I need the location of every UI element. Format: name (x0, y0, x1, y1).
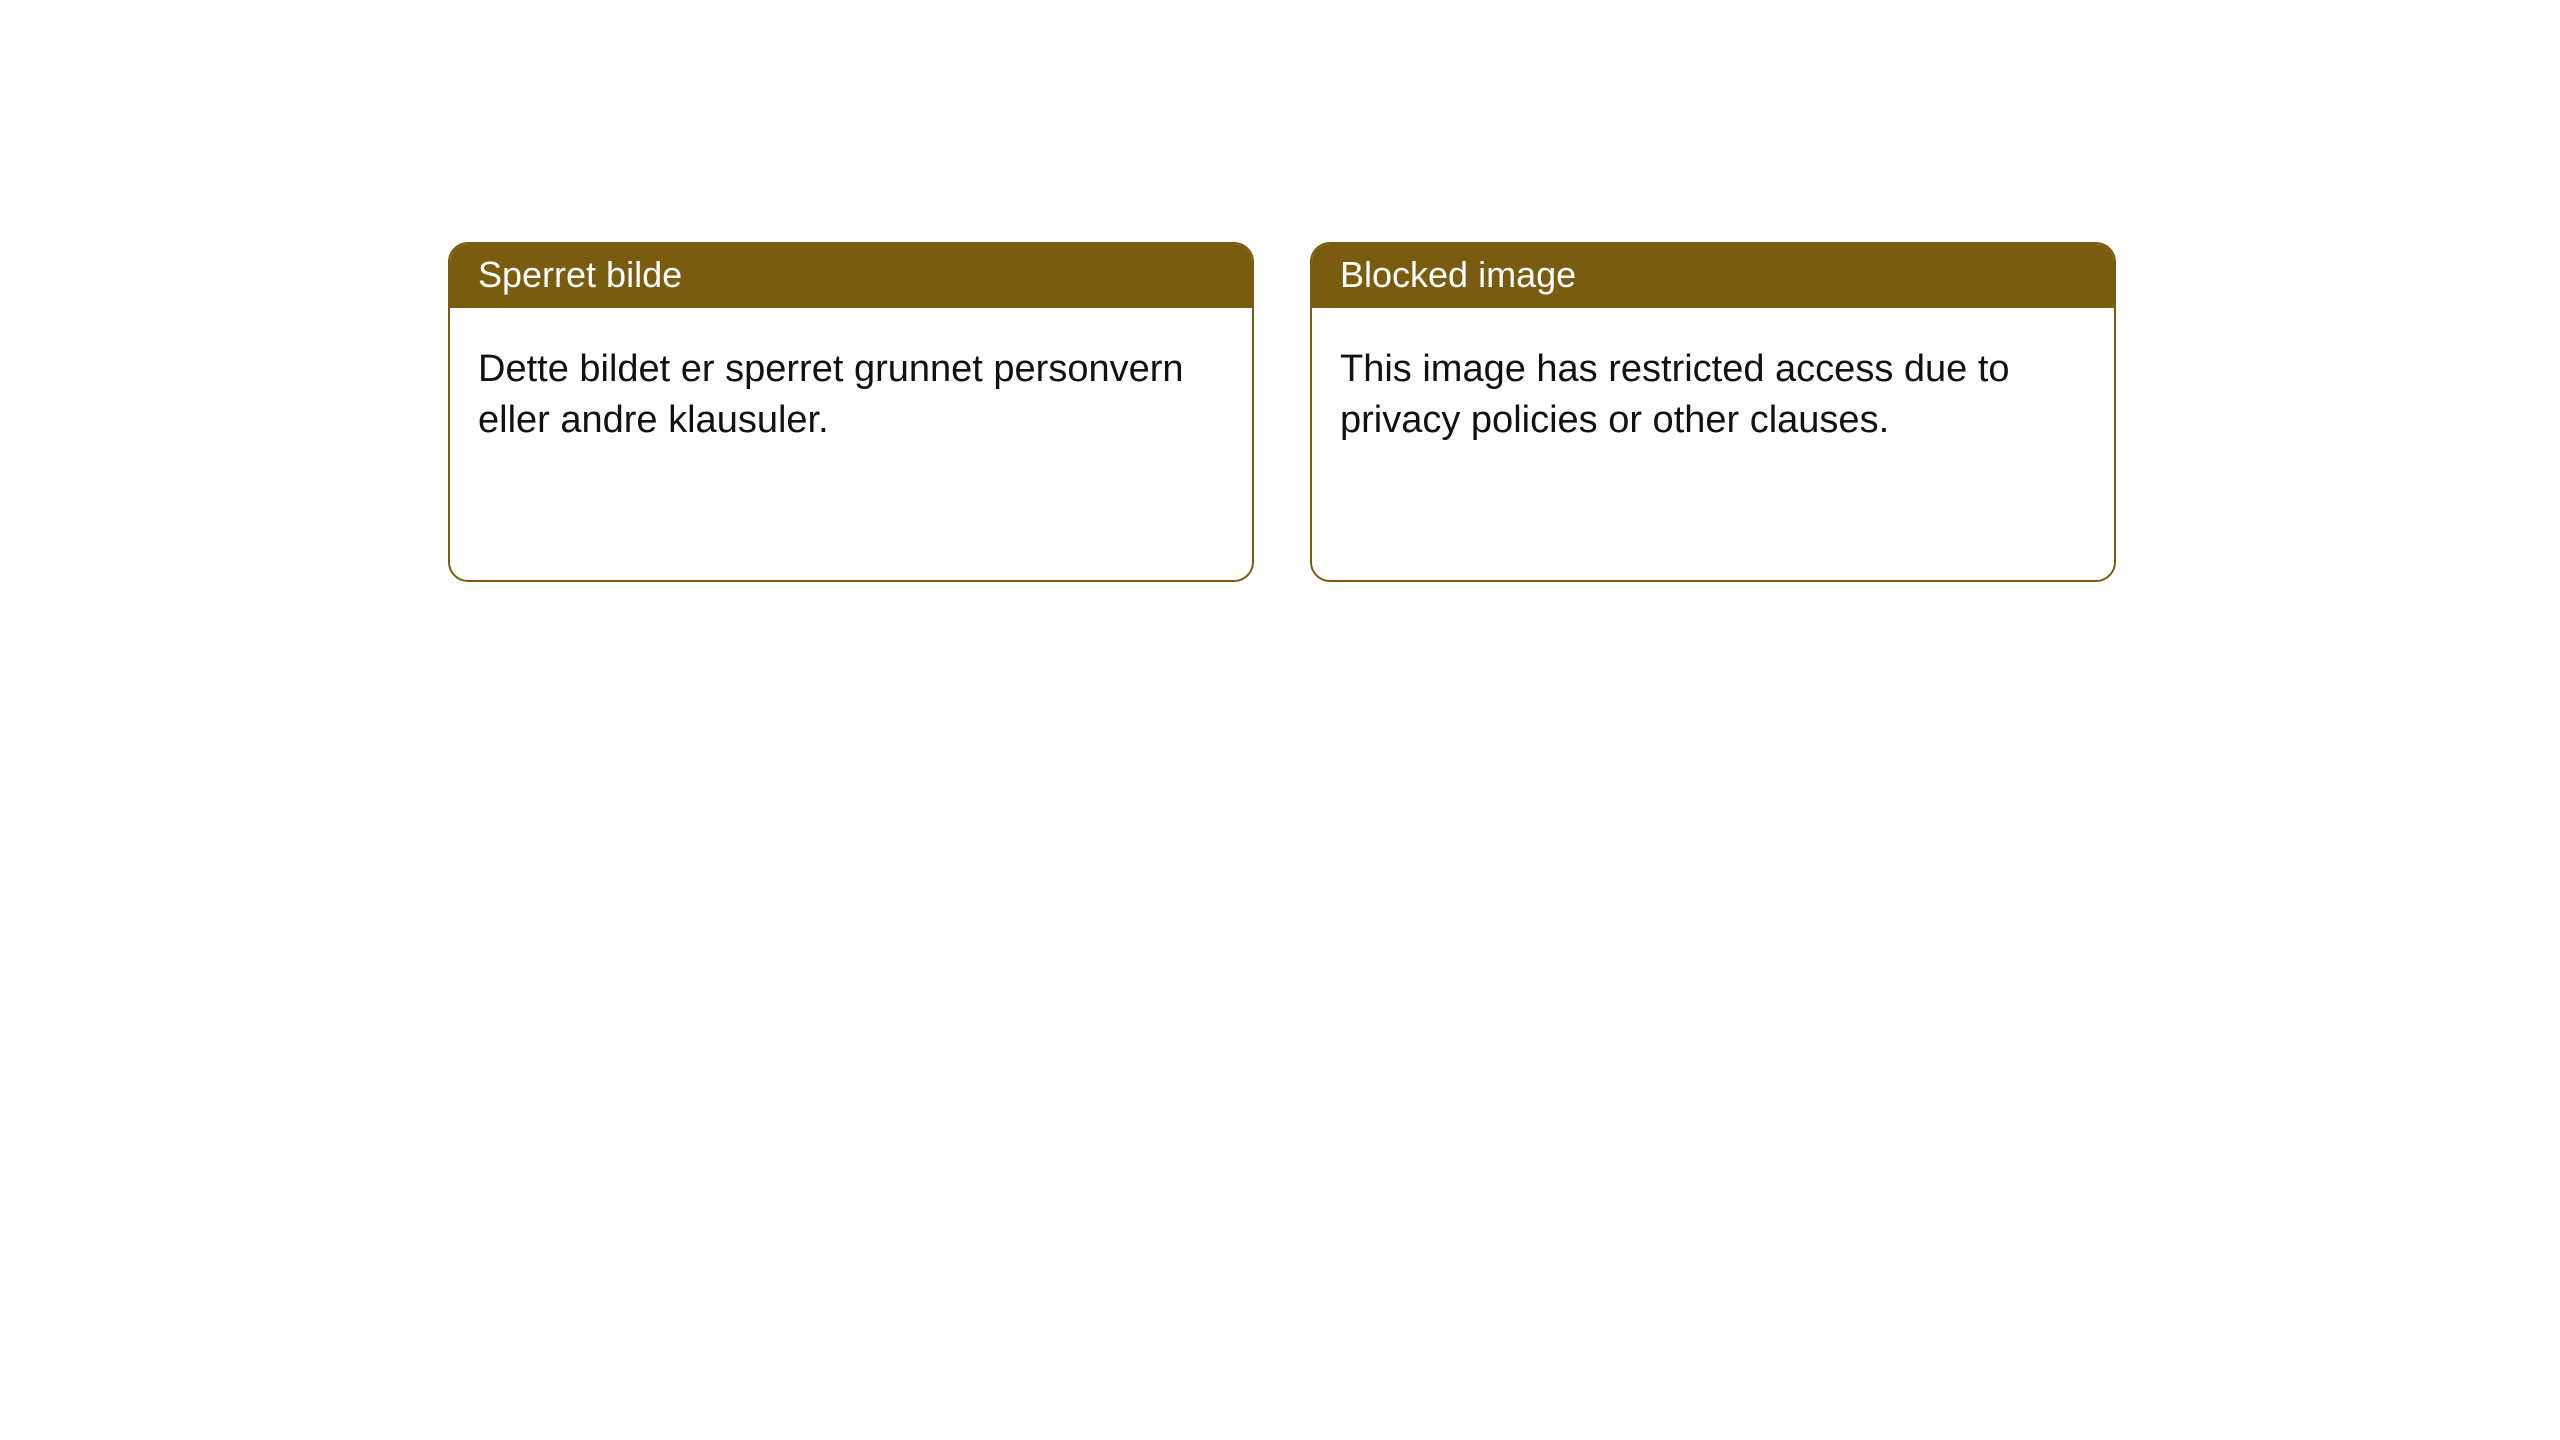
card-header: Blocked image (1312, 244, 2114, 308)
notice-card-english: Blocked image This image has restricted … (1310, 242, 2116, 582)
card-header: Sperret bilde (450, 244, 1252, 308)
card-body: This image has restricted access due to … (1312, 308, 2114, 483)
notice-card-norwegian: Sperret bilde Dette bildet er sperret gr… (448, 242, 1254, 582)
card-body: Dette bildet er sperret grunnet personve… (450, 308, 1252, 483)
notice-container: Sperret bilde Dette bildet er sperret gr… (0, 0, 2560, 582)
